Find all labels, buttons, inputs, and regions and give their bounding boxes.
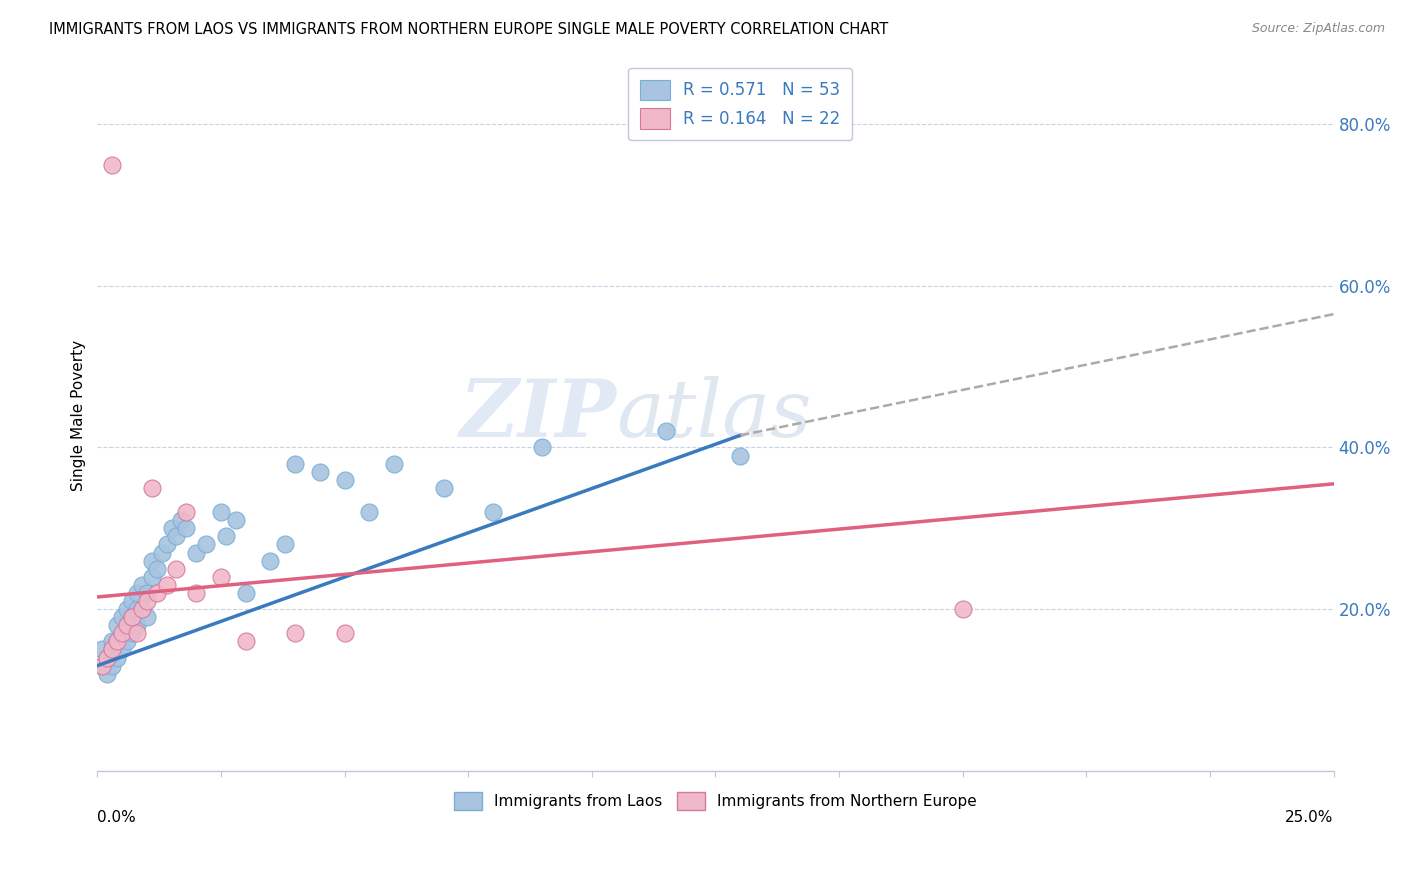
Text: atlas: atlas <box>617 376 813 454</box>
Point <box>111 626 134 640</box>
Point <box>91 658 114 673</box>
Point <box>105 618 128 632</box>
Point <box>155 537 177 551</box>
Text: 0.0%: 0.0% <box>97 810 136 825</box>
Point <box>145 562 167 576</box>
Legend: Immigrants from Laos, Immigrants from Northern Europe: Immigrants from Laos, Immigrants from No… <box>449 786 983 816</box>
Point <box>121 626 143 640</box>
Point <box>115 634 138 648</box>
Point <box>121 610 143 624</box>
Point <box>125 626 148 640</box>
Point <box>186 586 208 600</box>
Point <box>91 658 114 673</box>
Y-axis label: Single Male Poverty: Single Male Poverty <box>72 340 86 491</box>
Point <box>111 610 134 624</box>
Point <box>274 537 297 551</box>
Point <box>91 642 114 657</box>
Point <box>121 610 143 624</box>
Point <box>125 602 148 616</box>
Point <box>135 610 157 624</box>
Point <box>145 586 167 600</box>
Point <box>952 602 974 616</box>
Point <box>141 481 163 495</box>
Point <box>105 650 128 665</box>
Point <box>655 425 678 439</box>
Point <box>101 658 124 673</box>
Point <box>121 594 143 608</box>
Text: IMMIGRANTS FROM LAOS VS IMMIGRANTS FROM NORTHERN EUROPE SINGLE MALE POVERTY CORR: IMMIGRANTS FROM LAOS VS IMMIGRANTS FROM … <box>49 22 889 37</box>
Point <box>309 465 332 479</box>
Point <box>135 586 157 600</box>
Point <box>96 650 118 665</box>
Point <box>115 618 138 632</box>
Point <box>105 634 128 648</box>
Point <box>131 602 153 616</box>
Point <box>115 602 138 616</box>
Point <box>101 642 124 657</box>
Point <box>235 634 257 648</box>
Point <box>728 449 751 463</box>
Point <box>333 626 356 640</box>
Point <box>111 626 134 640</box>
Text: Source: ZipAtlas.com: Source: ZipAtlas.com <box>1251 22 1385 36</box>
Text: ZIP: ZIP <box>460 376 617 454</box>
Point <box>141 570 163 584</box>
Point <box>186 545 208 559</box>
Point <box>115 618 138 632</box>
Point <box>150 545 173 559</box>
Point <box>176 505 198 519</box>
Point <box>235 586 257 600</box>
Point <box>160 521 183 535</box>
Point <box>101 634 124 648</box>
Point <box>166 529 188 543</box>
Point <box>105 634 128 648</box>
Point <box>195 537 218 551</box>
Point <box>170 513 193 527</box>
Point <box>135 594 157 608</box>
Point <box>432 481 454 495</box>
Point <box>131 602 153 616</box>
Point <box>382 457 405 471</box>
Point <box>359 505 381 519</box>
Point <box>101 642 124 657</box>
Point <box>125 586 148 600</box>
Point <box>155 578 177 592</box>
Point <box>284 457 307 471</box>
Point <box>176 521 198 535</box>
Point <box>96 650 118 665</box>
Point <box>215 529 238 543</box>
Point <box>284 626 307 640</box>
Point <box>96 666 118 681</box>
Point <box>125 618 148 632</box>
Point <box>101 158 124 172</box>
Point <box>482 505 505 519</box>
Point <box>209 505 232 519</box>
Point <box>141 553 163 567</box>
Point <box>111 642 134 657</box>
Point <box>225 513 247 527</box>
Point <box>333 473 356 487</box>
Point <box>209 570 232 584</box>
Point <box>166 562 188 576</box>
Point <box>131 578 153 592</box>
Point <box>531 441 554 455</box>
Text: 25.0%: 25.0% <box>1285 810 1334 825</box>
Point <box>259 553 281 567</box>
